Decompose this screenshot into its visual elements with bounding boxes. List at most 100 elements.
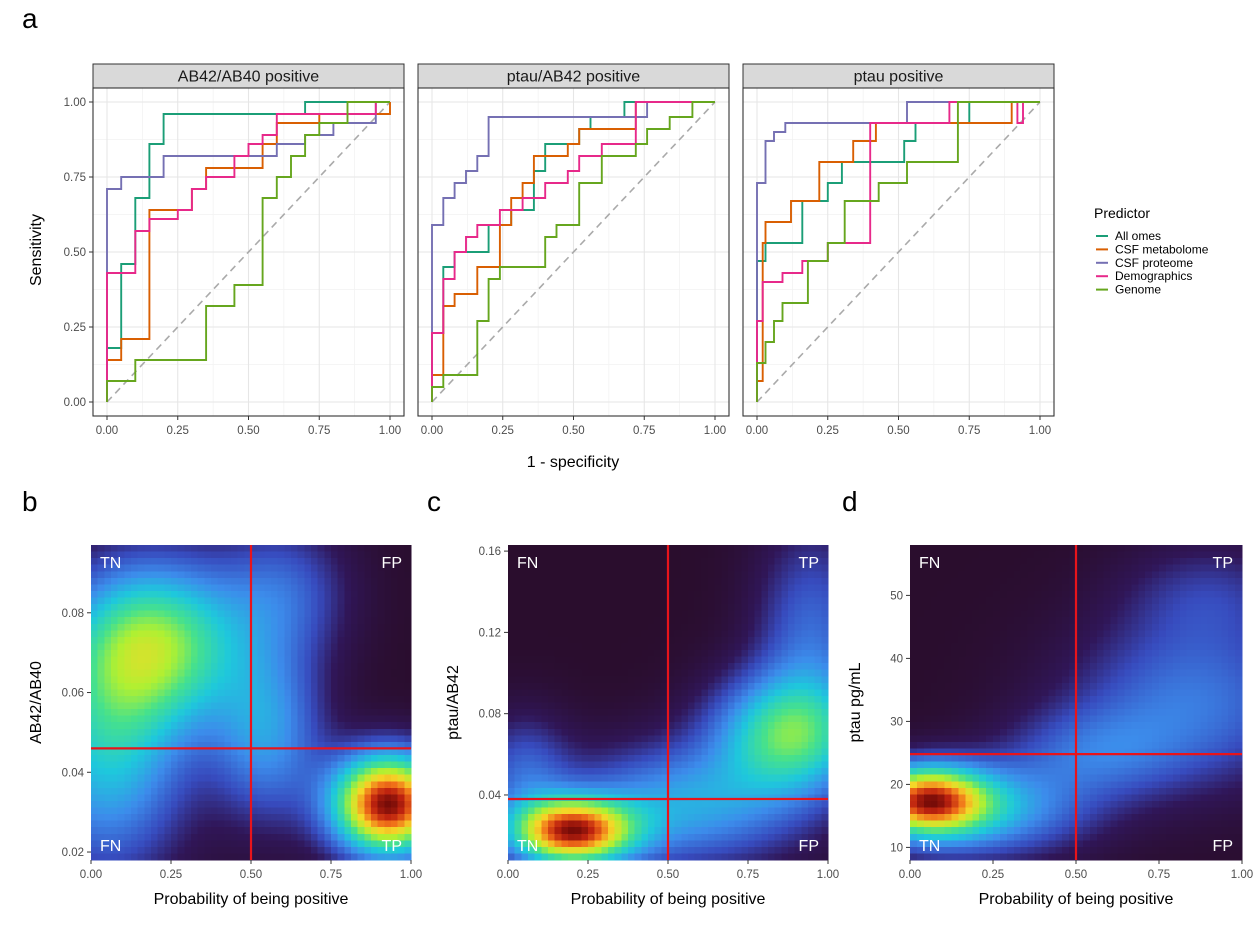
y-tick-label: 0.50 xyxy=(64,247,86,259)
chance-diagonal xyxy=(431,101,716,403)
y-tick-label: 0.25 xyxy=(64,322,86,334)
density-cell xyxy=(277,551,285,559)
density-cell xyxy=(581,564,589,572)
density-cell xyxy=(794,650,802,658)
density-cell xyxy=(648,623,656,631)
density-cell xyxy=(641,853,649,861)
density-cell xyxy=(311,741,319,750)
density-cell xyxy=(204,840,212,848)
quadrant-label-top-left: FN xyxy=(517,555,538,572)
density-cell xyxy=(257,774,265,782)
density-cell xyxy=(391,702,399,710)
density-cell xyxy=(728,558,736,566)
density-cell xyxy=(257,840,265,848)
density-cell xyxy=(808,695,816,704)
density-cell xyxy=(324,840,332,848)
density-cell xyxy=(754,577,762,585)
density-cell xyxy=(284,577,292,585)
density-cell xyxy=(788,755,796,763)
density-cell xyxy=(668,577,676,585)
density-cell xyxy=(601,741,609,750)
density-cell xyxy=(561,827,569,835)
density-cell xyxy=(317,800,325,809)
density-cell xyxy=(277,846,285,855)
density-cell xyxy=(331,774,339,782)
density-cell xyxy=(574,807,582,815)
density-cell xyxy=(768,755,776,763)
density-cell xyxy=(748,545,756,553)
density-cell xyxy=(324,827,332,835)
density-cell xyxy=(641,761,649,769)
density-cell xyxy=(674,617,682,625)
density-cell xyxy=(574,676,582,684)
density-cell xyxy=(708,741,716,750)
density-cell xyxy=(661,623,669,631)
density-cell xyxy=(331,610,339,618)
density-cell xyxy=(1096,551,1105,559)
density-cell xyxy=(204,577,212,585)
density-cell xyxy=(1103,551,1112,559)
density-cell xyxy=(204,590,212,599)
density-cell xyxy=(271,833,279,841)
density-cell xyxy=(814,610,822,618)
density-cell xyxy=(384,551,392,559)
density-cell xyxy=(761,722,769,730)
density-cell xyxy=(331,597,339,605)
density-cell xyxy=(648,774,656,782)
density-cell xyxy=(608,551,616,559)
density-cell xyxy=(708,715,716,723)
density-cell xyxy=(721,833,729,841)
density-cell xyxy=(257,741,265,750)
density-cell xyxy=(137,709,145,717)
density-cell xyxy=(528,564,536,572)
density-cell xyxy=(594,814,602,822)
density-cell xyxy=(601,833,609,841)
density-cell xyxy=(808,630,816,638)
density-cell xyxy=(930,545,939,553)
density-cell xyxy=(681,558,689,566)
density-cell xyxy=(688,590,696,599)
density-cell xyxy=(768,800,776,809)
density-cell xyxy=(117,597,125,605)
density-cell xyxy=(668,643,676,651)
density-cell xyxy=(614,827,622,835)
density-cell xyxy=(144,636,152,645)
density-cell xyxy=(257,853,265,861)
density-cell xyxy=(1138,551,1146,559)
density-cell xyxy=(568,827,576,835)
density-cell xyxy=(217,558,225,566)
density-cell xyxy=(231,728,239,736)
density-cell xyxy=(97,833,105,841)
density-cell xyxy=(641,551,649,559)
density-cell xyxy=(317,728,325,736)
density-cell xyxy=(97,807,105,815)
density-cell xyxy=(1013,545,1022,553)
density-cell xyxy=(304,853,312,861)
density-cell xyxy=(337,807,345,815)
density-cell xyxy=(311,827,319,835)
density-cell xyxy=(297,846,305,855)
density-cell xyxy=(171,755,179,763)
density-cell xyxy=(357,715,365,723)
density-cell xyxy=(788,564,796,572)
density-cell xyxy=(284,551,292,559)
density-cell xyxy=(748,702,756,710)
density-cell xyxy=(628,722,636,730)
density-cell xyxy=(601,820,609,828)
density-cell xyxy=(257,800,265,809)
density-cell xyxy=(741,827,749,835)
density-cell xyxy=(528,558,536,566)
density-cell xyxy=(554,820,562,828)
density-cell xyxy=(297,709,305,717)
x-tick-label: 1.00 xyxy=(704,425,726,437)
density-cell xyxy=(641,636,649,645)
density-cell xyxy=(972,564,980,572)
density-cell xyxy=(117,689,125,697)
density-cell xyxy=(337,584,345,592)
density-cell xyxy=(628,787,636,795)
density-cell xyxy=(277,827,285,835)
density-cell xyxy=(794,584,802,592)
x-tick-label: 1.00 xyxy=(400,869,422,881)
density-cell xyxy=(271,702,279,710)
density-cell xyxy=(768,643,776,651)
